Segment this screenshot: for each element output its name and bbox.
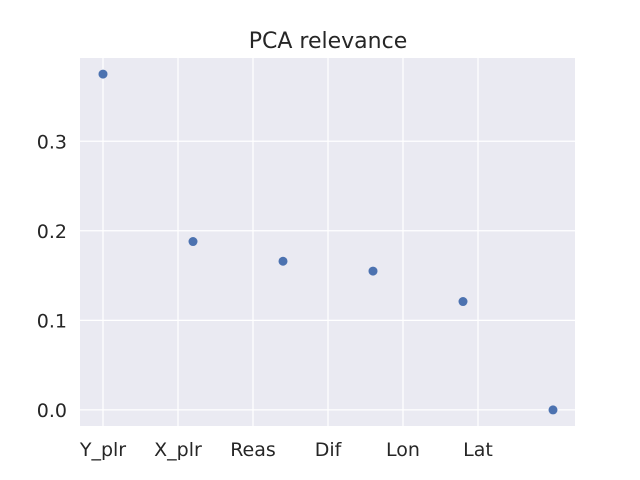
y-tick-label: 0.2: [37, 221, 67, 243]
y-tick-label: 0.1: [37, 310, 67, 332]
y-tick-label: 0.3: [37, 131, 67, 153]
x-tick-label: Reas: [230, 439, 276, 461]
x-tick-labels: Y_plr X_plr Reas Dif Lon Lat: [79, 439, 493, 461]
x-grid: [102, 58, 479, 426]
data-point: [278, 256, 288, 266]
data-point: [548, 405, 558, 415]
data-point: [458, 297, 468, 307]
x-tick-label: Dif: [315, 439, 343, 461]
y-grid: [80, 140, 575, 411]
x-tick-label: Y_plr: [79, 439, 126, 461]
y-tick-label: 0.0: [37, 400, 67, 422]
y-tick-labels: 0.0 0.1 0.2 0.3: [37, 131, 67, 422]
data-point: [188, 237, 198, 247]
data-points: [98, 69, 558, 415]
x-tick-label: Lat: [463, 439, 493, 461]
x-tick-label: X_plr: [154, 439, 202, 461]
chart-title: PCA relevance: [249, 29, 408, 54]
x-tick-label: Lon: [386, 439, 420, 461]
data-point: [98, 69, 108, 79]
data-point: [368, 266, 378, 276]
